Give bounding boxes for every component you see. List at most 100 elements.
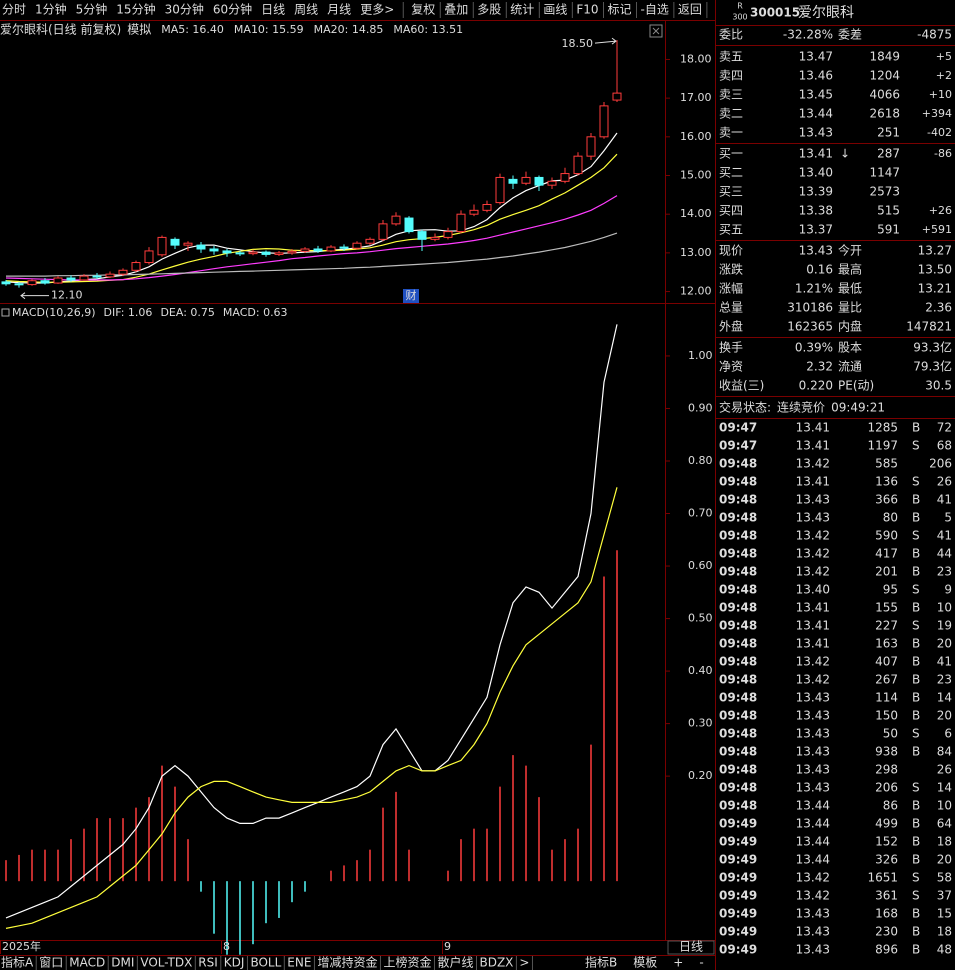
ma-legend: MA20: 14.85 [314, 23, 384, 36]
trade-time: 09:48 [719, 673, 757, 687]
toolbar-button[interactable]: 叠加 [444, 3, 468, 17]
toolbar-button[interactable]: 更多> [360, 3, 394, 17]
candle-body [287, 250, 297, 254]
toolbar-button[interactable]: 标记 [608, 3, 632, 17]
indicator-tab[interactable]: 增减持资金 [317, 955, 377, 970]
trade-volume: 417 [875, 547, 898, 561]
book-change: +2 [936, 69, 952, 82]
trade-side: B [912, 547, 920, 561]
book-label: 买一 [719, 147, 743, 161]
trade-volume: 1197 [867, 439, 898, 453]
trade-volume: 136 [875, 475, 898, 489]
candle-body [599, 105, 609, 138]
toolbar-button[interactable]: 1分钟 [35, 2, 67, 17]
toolbar-button[interactable]: 分时 [2, 3, 26, 17]
y-tick-label: 0.40 [688, 664, 713, 677]
book-label: 卖二 [719, 107, 743, 121]
trade-time: 09:48 [719, 565, 757, 579]
toolbar-button[interactable]: 画线 [543, 3, 567, 17]
book-price: 13.38 [799, 204, 833, 218]
chart-legend: 爱尔眼科(日线 前复权) [0, 22, 121, 37]
toolbar-button[interactable]: 5分钟 [76, 2, 108, 17]
indicator-tab[interactable]: VOL-TDX [140, 956, 192, 970]
badge-top: R [737, 2, 743, 11]
quote-label: 换手 [719, 341, 743, 355]
event-badge[interactable] [403, 289, 419, 303]
indicator-tab[interactable]: 指标B [585, 955, 617, 970]
trade-volume: 155 [875, 601, 898, 615]
quote-value: 0.39% [795, 341, 833, 355]
trade-volume: 1285 [867, 421, 898, 435]
indicator-tab[interactable]: 指标A [1, 955, 34, 970]
trade-side: S [912, 889, 920, 903]
indicator-tab[interactable]: KDJ [224, 956, 245, 970]
trade-time: 09:47 [719, 439, 757, 453]
toolbar-button[interactable]: 多股 [477, 3, 501, 17]
book-change: +26 [929, 204, 952, 217]
toolbar-button[interactable]: F10 [576, 3, 598, 17]
trade-side: B [912, 421, 920, 435]
toolbar-button[interactable]: 统计 [510, 3, 534, 17]
indicator-tab[interactable]: + [673, 956, 683, 970]
candle-body [235, 252, 245, 255]
trade-volume: 499 [875, 817, 898, 831]
candle-body [508, 178, 518, 184]
book-price: 13.45 [799, 88, 833, 102]
close-button[interactable] [649, 24, 663, 38]
quote-label: 涨跌 [719, 262, 743, 277]
toolbar-button[interactable]: 日线 [261, 3, 285, 17]
toolbar-button[interactable]: 60分钟 [213, 2, 252, 17]
candle-body [40, 280, 50, 284]
trade-volume: 938 [875, 745, 898, 759]
indicator-tab[interactable]: 窗口 [39, 956, 63, 970]
quote-label: 收益(三) [719, 379, 764, 393]
trade-volume: 896 [875, 943, 898, 957]
quote-label: 净资 [719, 360, 743, 374]
indicator-tab[interactable]: 散户线 [437, 955, 473, 970]
trade-volume: 168 [875, 907, 898, 921]
trade-time: 09:48 [719, 781, 757, 795]
trade-time: 09:48 [719, 475, 757, 489]
indicator-tab[interactable]: 上榜资金 [383, 955, 431, 970]
indicator-tab[interactable]: > [519, 956, 529, 970]
toolbar-button[interactable]: 30分钟 [165, 2, 204, 17]
book-change: -86 [934, 147, 952, 160]
trade-count: 37 [937, 889, 952, 903]
candle-body [404, 217, 414, 233]
quote-value: 310186 [787, 301, 833, 315]
y-tick-label: 0.90 [688, 401, 713, 414]
trade-price: 13.43 [796, 763, 830, 777]
toolbar-button[interactable]: 周线 [294, 3, 318, 17]
toolbar-button[interactable]: 复权 [411, 3, 435, 17]
indicator-tab[interactable]: BDZX [479, 956, 513, 970]
candle-body [586, 136, 596, 157]
book-volume: 1204 [869, 69, 900, 83]
indicator-tab[interactable]: MACD [69, 956, 105, 970]
trade-price: 13.42 [796, 547, 830, 561]
y-tick-label: 18.00 [680, 52, 712, 65]
toolbar-button[interactable]: 返回 [678, 3, 702, 17]
indicator-tab[interactable]: BOLL [250, 956, 281, 970]
candle-body [456, 213, 466, 233]
trade-time: 09:48 [719, 457, 757, 471]
trade-price: 13.44 [796, 835, 830, 849]
indicator-tab[interactable]: DMI [111, 956, 134, 970]
toolbar-button[interactable]: 月线 [327, 3, 351, 17]
candle-body [560, 173, 570, 182]
trade-price: 13.42 [796, 565, 830, 579]
toolbar-button[interactable]: 15分钟 [116, 2, 155, 17]
trade-count: 68 [937, 439, 952, 453]
indicator-tab[interactable]: RSI [198, 956, 218, 970]
trade-price: 13.41 [796, 421, 830, 435]
trade-price: 13.42 [796, 673, 830, 687]
quote-label: 流通 [838, 360, 862, 374]
indicator-tab[interactable]: - [699, 956, 703, 970]
indicator-tab[interactable]: ENE [287, 956, 311, 970]
y-tick-label: 14.00 [680, 207, 712, 220]
close-icon [652, 27, 660, 35]
trade-side: S [912, 619, 920, 633]
candle-body [326, 246, 336, 252]
indicator-tab[interactable]: 模板 [633, 956, 657, 970]
toolbar-button[interactable]: -自选 [641, 3, 669, 17]
